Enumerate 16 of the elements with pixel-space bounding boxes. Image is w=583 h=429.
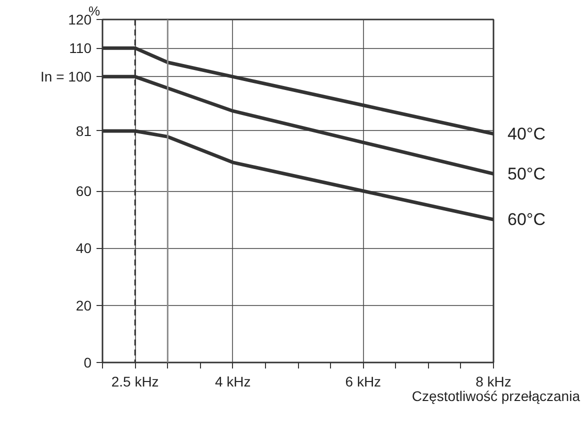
x-tick-label: 8 kHz bbox=[476, 374, 512, 390]
y-tick-label: 110 bbox=[69, 40, 92, 56]
y-tick-label: 40 bbox=[76, 240, 92, 256]
x-tick-label: 4 kHz bbox=[214, 374, 251, 390]
series-label: 40°C bbox=[508, 124, 546, 144]
series-label: 50°C bbox=[508, 164, 546, 184]
y-tick-label: 20 bbox=[76, 297, 92, 314]
y-tick-label: 120 bbox=[68, 12, 92, 28]
y-tick-label: 81 bbox=[76, 122, 92, 139]
y-tick-label: In = 100 bbox=[40, 68, 92, 85]
x-tick-label: 6 kHz bbox=[345, 374, 382, 390]
series-label: 60°C bbox=[508, 210, 546, 230]
x-axis-title: Częstotliwość przełączania bbox=[412, 387, 580, 406]
y-tick-label: 0 bbox=[84, 354, 92, 370]
y-tick-label: 60 bbox=[76, 183, 92, 199]
x-tick-label: 2.5 kHz bbox=[111, 374, 159, 390]
